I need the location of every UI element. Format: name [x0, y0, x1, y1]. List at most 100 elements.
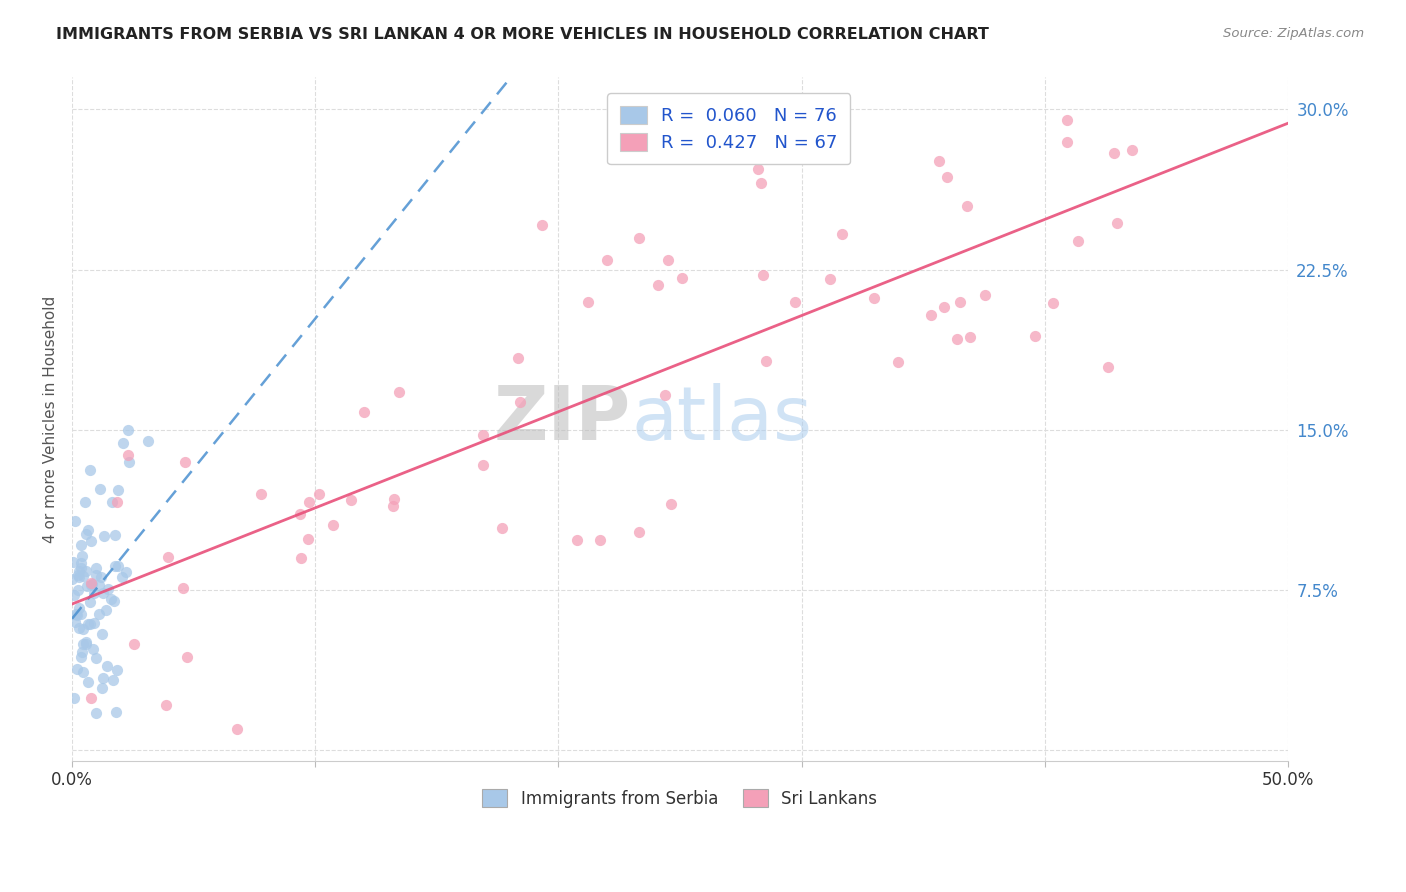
Point	[72, 637, 94, 651]
Point	[67, 621, 90, 635]
Point	[472, 458, 495, 472]
Point	[70, 549, 93, 563]
Point	[1042, 295, 1064, 310]
Point	[83, 616, 105, 631]
Point	[72, 569, 94, 583]
Point	[567, 533, 589, 548]
Point	[79, 595, 101, 609]
Point	[298, 495, 321, 509]
Point	[80, 578, 103, 592]
Point	[1024, 329, 1046, 343]
Point	[77, 675, 100, 690]
Point	[973, 288, 995, 302]
Point	[117, 448, 139, 462]
Point	[65, 607, 87, 621]
Point	[84, 706, 107, 720]
Point	[86, 650, 108, 665]
Point	[1121, 143, 1143, 157]
Point	[647, 277, 669, 292]
Point	[1104, 145, 1126, 160]
Point	[118, 455, 141, 469]
Point	[65, 615, 87, 629]
Point	[949, 295, 972, 310]
Point	[105, 706, 128, 720]
Point	[934, 300, 956, 314]
Point	[589, 533, 612, 548]
Point	[946, 332, 969, 346]
Point	[176, 649, 198, 664]
Point	[80, 691, 103, 706]
Point	[66, 567, 89, 582]
Point	[117, 423, 139, 437]
Point	[70, 645, 93, 659]
Point	[749, 177, 772, 191]
Point	[89, 577, 111, 591]
Point	[111, 570, 134, 584]
Point	[290, 551, 312, 566]
Point	[66, 607, 89, 622]
Point	[172, 581, 194, 595]
Point	[105, 663, 128, 677]
Point	[628, 525, 651, 540]
Point	[90, 626, 112, 640]
Point	[959, 330, 981, 344]
Point	[96, 659, 118, 673]
Point	[76, 580, 98, 594]
Point	[67, 570, 90, 584]
Point	[67, 601, 90, 615]
Legend: Immigrants from Serbia, Sri Lankans: Immigrants from Serbia, Sri Lankans	[475, 783, 884, 814]
Point	[887, 355, 910, 369]
Point	[340, 493, 363, 508]
Point	[155, 698, 177, 712]
Point	[69, 538, 91, 552]
Point	[138, 434, 160, 448]
Point	[1097, 360, 1119, 375]
Point	[785, 294, 807, 309]
Point	[75, 564, 97, 578]
Point	[382, 500, 405, 514]
Point	[1056, 113, 1078, 128]
Point	[1056, 135, 1078, 149]
Point	[596, 252, 619, 267]
Point	[225, 723, 247, 737]
Point	[1105, 216, 1128, 230]
Point	[89, 483, 111, 497]
Point	[67, 583, 90, 598]
Point	[75, 526, 97, 541]
Text: IMMIGRANTS FROM SERBIA VS SRI LANKAN 4 OR MORE VEHICLES IN HOUSEHOLD CORRELATION: IMMIGRANTS FROM SERBIA VS SRI LANKAN 4 O…	[56, 27, 988, 42]
Point	[657, 252, 679, 267]
Point	[103, 673, 125, 687]
Point	[63, 588, 86, 602]
Point	[382, 491, 405, 506]
Point	[288, 507, 311, 521]
Point	[83, 585, 105, 599]
Point	[928, 154, 950, 169]
Point	[107, 494, 129, 508]
Point	[156, 549, 179, 564]
Point	[122, 637, 145, 651]
Point	[66, 662, 89, 676]
Point	[755, 354, 778, 368]
Point	[80, 533, 103, 548]
Point	[63, 691, 86, 706]
Point	[84, 568, 107, 582]
Point	[388, 385, 411, 400]
Point	[956, 199, 979, 213]
Point	[79, 616, 101, 631]
Point	[747, 161, 769, 176]
Point	[104, 559, 127, 574]
Point	[70, 607, 93, 622]
Point	[79, 463, 101, 477]
Point	[671, 271, 693, 285]
Point	[353, 405, 375, 419]
Y-axis label: 4 or more Vehicles in Household: 4 or more Vehicles in Household	[44, 295, 58, 543]
Point	[863, 291, 886, 305]
Point	[818, 272, 841, 286]
Point	[80, 576, 103, 591]
Point	[112, 436, 135, 450]
Point	[80, 577, 103, 591]
Point	[62, 572, 84, 586]
Point	[576, 295, 599, 310]
Point	[93, 529, 115, 543]
Point	[100, 591, 122, 606]
